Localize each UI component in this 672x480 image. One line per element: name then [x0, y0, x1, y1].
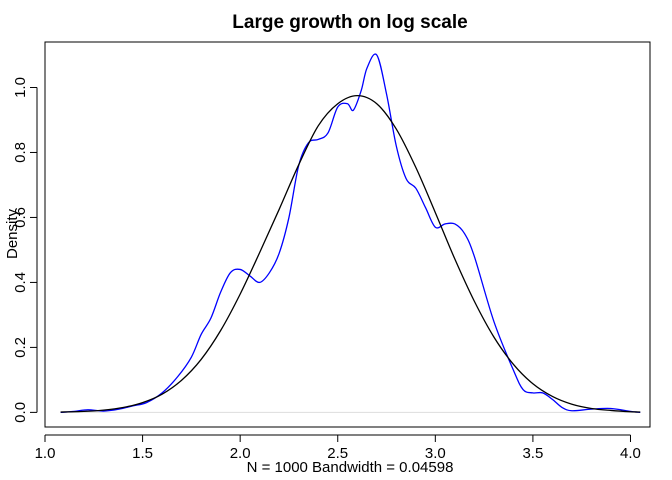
y-tick-label: 1.0	[12, 77, 29, 98]
y-axis-label: Density	[4, 208, 21, 259]
y-tick-label: 0.0	[12, 402, 29, 423]
x-axis: 1.0 1.5 2.0 2.5 3.0 3.5 4.0	[35, 434, 641, 462]
series-layer	[60, 53, 641, 414]
x-tick-label: 4.0	[620, 445, 641, 462]
plot-frame	[44, 41, 651, 428]
x-tick-label: 3.0	[425, 445, 446, 462]
y-axis: 0.0 0.2 0.4 0.6 0.8 1.0	[12, 77, 38, 423]
x-tick-label: 2.5	[327, 445, 348, 462]
chart-title: Large growth on log scale	[232, 12, 467, 33]
y-tick-label: 0.2	[12, 337, 29, 358]
x-tick-label: 1.5	[132, 445, 153, 462]
normal-density-line	[60, 94, 641, 413]
x-tick-label: 1.0	[35, 445, 56, 462]
y-tick-label: 0.8	[12, 142, 29, 163]
y-tick-label: 0.6	[12, 207, 29, 228]
x-tick-label: 2.0	[230, 445, 251, 462]
y-tick-label: 0.4	[12, 272, 29, 293]
kernel-density-line	[60, 53, 641, 414]
x-axis-label: N = 1000 Bandwidth = 0.04598	[247, 459, 454, 476]
x-tick-label: 3.5	[522, 445, 543, 462]
